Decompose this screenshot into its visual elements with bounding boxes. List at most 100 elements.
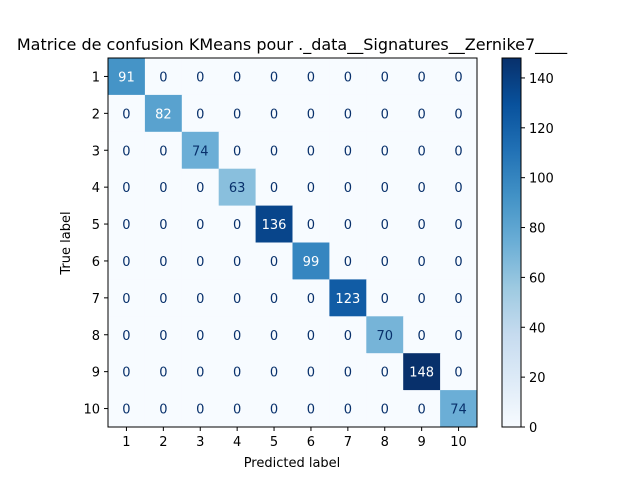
heatmap-cell [366, 58, 404, 96]
heatmap-cell [403, 205, 441, 243]
y-tick-label: 9 [92, 366, 100, 381]
heatmap-cell [108, 205, 146, 243]
heatmap-cell [329, 316, 367, 354]
cell-value-label: 0 [344, 70, 352, 85]
cell-value-label: 0 [381, 255, 389, 270]
heatmap-cell [218, 390, 257, 428]
heatmap-cell [440, 58, 478, 96]
heatmap-cell [218, 58, 257, 96]
heatmap-cell [108, 390, 146, 428]
cell-value-label: 0 [196, 181, 204, 196]
heatmap-cell [292, 168, 330, 207]
x-axis-ticks: 1 2 3 4 5 6 7 8 9 10 [122, 427, 467, 450]
y-tick-label: 8 [92, 329, 100, 344]
cell-value-label: 0 [381, 144, 389, 159]
heatmap-cell [403, 353, 441, 391]
cell-value-label: 0 [159, 403, 167, 418]
heatmap-cell [218, 94, 257, 133]
cell-value-label: 0 [418, 403, 426, 418]
x-axis-label: Predicted label [244, 456, 341, 471]
cell-value-label: 0 [270, 366, 278, 381]
cell-value-label: 0 [122, 181, 130, 196]
heatmap-cell [440, 390, 478, 428]
heatmap-cell [366, 242, 404, 280]
x-tick-label: 10 [450, 435, 467, 450]
heatmap-cell [403, 279, 441, 317]
y-tick-label: 1 [92, 70, 100, 85]
heatmap-cell [181, 94, 220, 133]
cell-value-label: 0 [270, 403, 278, 418]
heatmap-cell [403, 168, 441, 207]
cell-value-label: 0 [196, 403, 204, 418]
heatmap-cell [108, 279, 146, 317]
heatmap-cell [108, 242, 146, 280]
heatmap-cell [181, 353, 220, 391]
cell-value-label: 0 [344, 366, 352, 381]
y-tick-label: 5 [92, 218, 100, 233]
cell-value-label: 0 [454, 218, 462, 233]
heatmap-cell [108, 94, 146, 133]
cell-value-label: 0 [122, 329, 130, 344]
heatmap-cell [108, 58, 146, 96]
cell-value-label: 0 [159, 70, 167, 85]
cell-value-label: 0 [159, 255, 167, 270]
y-tick-label: 7 [92, 292, 100, 307]
cell-value-label: 0 [233, 70, 241, 85]
heatmap-cell [329, 168, 367, 207]
cell-value-label: 0 [307, 218, 315, 233]
heatmap-cell [292, 242, 330, 280]
cell-value-label: 0 [196, 255, 204, 270]
x-tick-label: 9 [418, 435, 426, 450]
colorbar-tick-label: 60 [529, 271, 546, 286]
x-tick-label: 6 [307, 435, 315, 450]
cell-value-label: 0 [344, 218, 352, 233]
cell-value-label: 0 [454, 366, 462, 381]
cell-value-label: 0 [159, 366, 167, 381]
heatmap-cell [440, 279, 478, 317]
cell-value-label: 0 [307, 144, 315, 159]
cell-value-label: 0 [196, 329, 204, 344]
cell-value-label: 0 [307, 70, 315, 85]
y-axis-label: True label [59, 211, 74, 275]
heatmap-cell [292, 390, 330, 428]
heatmap-cell [255, 242, 293, 280]
heatmap-cell [329, 353, 367, 391]
y-tick-label: 4 [92, 181, 100, 196]
cell-value-label: 0 [307, 403, 315, 418]
cell-value-label: 0 [307, 181, 315, 196]
heatmap-cell [144, 131, 183, 170]
cell-value-label: 0 [159, 218, 167, 233]
heatmap-cell [292, 94, 330, 133]
heatmap-cell [144, 168, 183, 207]
cell-value-label: 0 [159, 144, 167, 159]
heatmap-cell [366, 168, 404, 207]
heatmap-cell [255, 316, 293, 354]
x-tick-label: 4 [233, 435, 241, 450]
colorbar-tick-label: 100 [529, 172, 554, 187]
cell-value-label: 99 [303, 255, 320, 270]
heatmap-cell [440, 168, 478, 207]
cell-value-label: 0 [418, 70, 426, 85]
cell-value-label: 0 [344, 144, 352, 159]
heatmap-cell [292, 205, 330, 243]
cell-value-label: 0 [159, 329, 167, 344]
heatmap-cell [218, 279, 257, 317]
cell-value-label: 0 [233, 107, 241, 122]
cell-value-label: 0 [233, 255, 241, 270]
heatmap-cell [403, 316, 441, 354]
heatmap-cell [108, 316, 146, 354]
heatmap-cell [403, 242, 441, 280]
heatmap-cell [292, 353, 330, 391]
heatmap-cell [255, 390, 293, 428]
heatmap-cell [329, 131, 367, 170]
heatmap-cell [181, 390, 220, 428]
cell-value-label: 0 [454, 144, 462, 159]
heatmap-cell [440, 353, 478, 391]
cell-value-label: 0 [159, 181, 167, 196]
y-tick-label: 10 [83, 403, 100, 418]
heatmap-cell [255, 353, 293, 391]
heatmap-cell [292, 279, 330, 317]
colorbar-tick-label: 80 [529, 222, 546, 237]
heatmap-cell [181, 242, 220, 280]
heatmap-cell [144, 94, 183, 133]
